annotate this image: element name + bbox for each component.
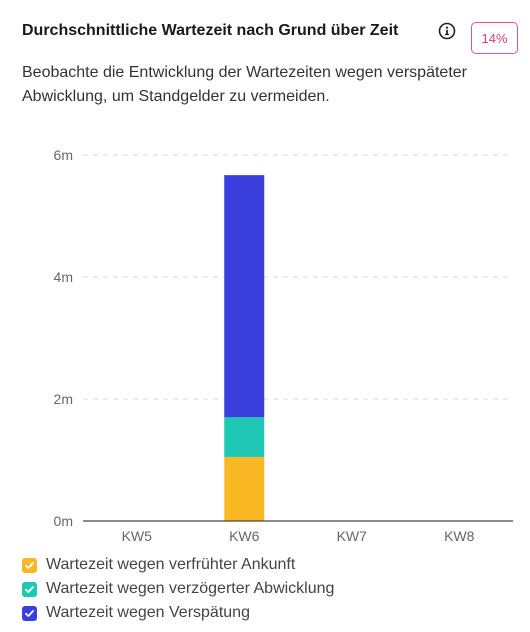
chart-legend: Wartezeit wegen verfrühter Ankunft Wartez… [22, 553, 334, 625]
chart-description: Beobachte die Entwicklung der Wartezeite… [22, 64, 467, 105]
legend-item[interactable]: Wartezeit wegen Verspätung [22, 601, 334, 625]
info-circle-icon[interactable] [437, 21, 457, 41]
chart-header: Durchschnittliche Wartezeit nach Grund ü… [22, 20, 518, 60]
y-tick-label: 6m [54, 147, 73, 163]
stacked-bar-chart: 0m 2m 4m 6m KW5 KW6 KW7 KW8 [0, 135, 530, 545]
chart-title: Durchschnittliche Wartezeit nach Grund ü… [22, 22, 399, 39]
legend-item[interactable]: Wartezeit wegen verfrühter Ankunft [22, 553, 334, 577]
bar-segment-kw6-0[interactable] [224, 456, 265, 521]
y-tick-label: 2m [54, 391, 73, 407]
legend-label: Wartezeit wegen Verspätung [46, 604, 250, 621]
checkbox-checked-icon[interactable] [22, 557, 37, 573]
chart-svg: 0m 2m 4m 6m KW5 KW6 KW7 KW8 [54, 147, 513, 544]
legend-item[interactable]: Wartezeit wegen verzögerter Abwicklung [22, 577, 334, 601]
legend-label: Wartezeit wegen verfrühter Ankunft [46, 556, 296, 573]
checkbox-checked-icon[interactable] [22, 581, 37, 597]
x-tick-label: KW8 [444, 528, 475, 544]
y-tick-label: 0m [54, 513, 73, 529]
x-tick-label: KW6 [229, 528, 260, 544]
x-tick-label: KW7 [337, 528, 368, 544]
x-tick-label: KW5 [122, 528, 153, 544]
percent-badge: 14% [471, 22, 518, 54]
bar-segment-kw6-1[interactable] [224, 417, 265, 457]
bar-segment-kw6-2[interactable] [224, 175, 265, 418]
checkbox-checked-icon[interactable] [22, 605, 37, 621]
y-tick-label: 4m [54, 269, 73, 285]
legend-label: Wartezeit wegen verzögerter Abwicklung [46, 580, 335, 597]
